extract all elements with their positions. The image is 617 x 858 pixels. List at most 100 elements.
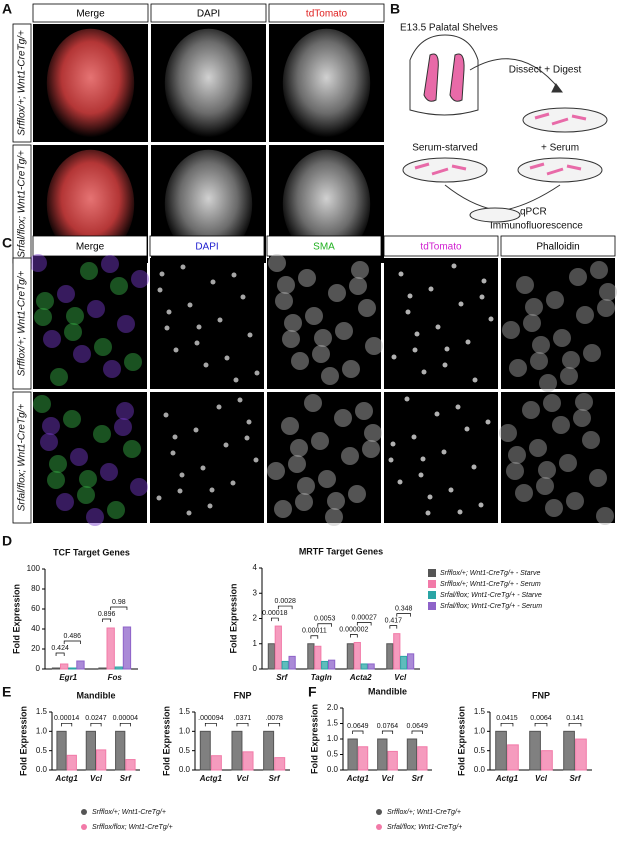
- cell: [268, 254, 286, 272]
- cell: [180, 264, 186, 270]
- significance-bracket: [310, 635, 319, 639]
- column-header-box: [32, 235, 148, 257]
- cell: [274, 500, 292, 518]
- y-tick-label: 80: [31, 584, 40, 593]
- legend-swatch: [81, 809, 87, 815]
- cell: [485, 419, 491, 425]
- y-tick-label: 1.0: [327, 734, 339, 743]
- cell: [590, 261, 608, 279]
- cell: [499, 424, 517, 442]
- column-header-box: [268, 3, 385, 23]
- cell: [172, 434, 178, 440]
- cell: [203, 362, 209, 368]
- cell: [66, 307, 84, 325]
- cell: [583, 344, 601, 362]
- cell: [93, 425, 111, 443]
- cell: [543, 394, 561, 412]
- cell: [223, 442, 229, 448]
- significance-bracket: [102, 618, 112, 622]
- row-label: Srfal/flox; Wnt1-CreTg/+: [17, 404, 28, 512]
- y-axis-label: Fold Expression: [309, 704, 319, 774]
- cell: [163, 412, 169, 418]
- cell: [277, 276, 295, 294]
- cell: [233, 377, 239, 383]
- cell: [515, 484, 533, 502]
- x-tick-label: Vcl: [535, 774, 548, 783]
- y-tick-label: 3: [253, 588, 258, 597]
- bar: [321, 660, 329, 670]
- cell: [523, 314, 541, 332]
- cell: [464, 426, 470, 432]
- cell: [314, 329, 332, 347]
- cell: [355, 402, 373, 420]
- cell: [434, 411, 440, 417]
- cell: [522, 401, 540, 419]
- cell: [589, 469, 607, 487]
- p-value: 0.896: [98, 611, 116, 618]
- x-tick-label: Srf: [276, 673, 288, 682]
- panel-label: B: [390, 1, 400, 17]
- micrograph: [150, 258, 264, 389]
- cell: [349, 277, 367, 295]
- cell: [247, 332, 253, 338]
- bar: [106, 627, 115, 670]
- cell: [187, 302, 193, 308]
- column-header-box: [32, 3, 149, 23]
- cell: [34, 308, 52, 326]
- bar: [353, 641, 361, 670]
- cell: [328, 284, 346, 302]
- legend-label: Srfflox/+; Wnt1-CreTg/+: [387, 809, 461, 816]
- cell: [530, 352, 548, 370]
- p-value: 0.00004: [113, 715, 138, 722]
- cell: [335, 322, 353, 340]
- cell: [479, 294, 485, 300]
- cell: [304, 394, 322, 412]
- cell: [177, 488, 183, 494]
- significance-bracket: [352, 730, 364, 734]
- significance-bracket: [396, 613, 411, 617]
- chart-title: FNP: [532, 690, 550, 700]
- specimen: [282, 28, 371, 138]
- bar: [274, 625, 282, 670]
- cell: [397, 479, 403, 485]
- significance-bracket: [317, 623, 332, 627]
- cell: [295, 493, 313, 511]
- legend-swatch: [428, 591, 436, 599]
- micrograph: [384, 258, 498, 389]
- legend-label: Srfflox/flox; Wnt1-CreTg/+: [92, 824, 173, 831]
- bar: [76, 660, 85, 670]
- cell: [560, 367, 578, 385]
- cell: [599, 283, 617, 301]
- cell: [506, 462, 524, 480]
- legend-label: Srfal/flox; Wnt1-CreTg/+ - Starve: [440, 592, 542, 599]
- cell: [123, 440, 141, 458]
- chart-title: Mandible: [76, 690, 115, 700]
- significance-bracket: [63, 640, 81, 644]
- legend-label: Srfflox/+; Wnt1-CreTg/+: [92, 809, 166, 816]
- cell: [427, 494, 433, 500]
- cell: [103, 360, 121, 378]
- y-tick-label: 0: [36, 664, 41, 673]
- bar: [56, 730, 67, 771]
- bar: [210, 755, 222, 771]
- y-tick-label: 0.5: [474, 746, 486, 755]
- cell: [441, 449, 447, 455]
- bar: [263, 730, 275, 771]
- cell: [398, 271, 404, 277]
- column-header: tdTomato: [306, 9, 348, 20]
- cell: [207, 503, 213, 509]
- y-tick-label: 20: [31, 644, 40, 653]
- cell: [56, 493, 74, 511]
- significance-bracket: [500, 722, 514, 727]
- cell: [231, 272, 237, 278]
- cell: [101, 255, 119, 273]
- cell: [478, 502, 484, 508]
- bar: [307, 643, 315, 670]
- cell: [539, 374, 557, 392]
- cell: [282, 330, 300, 348]
- cell: [244, 435, 250, 441]
- p-value: 0.0649: [347, 723, 369, 730]
- y-tick-label: 40: [31, 624, 40, 633]
- cell: [298, 269, 316, 287]
- cell: [107, 501, 125, 519]
